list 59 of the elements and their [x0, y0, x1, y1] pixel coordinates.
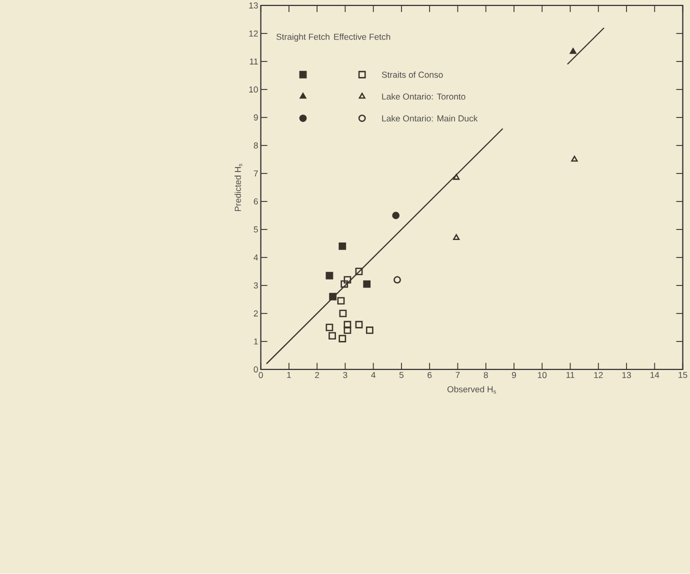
y-tick-label: 6	[254, 198, 258, 205]
point	[363, 280, 371, 288]
point	[337, 297, 345, 305]
y-tick-label: 5	[254, 226, 258, 233]
point	[392, 212, 400, 220]
point	[366, 326, 374, 334]
legend-label: Lake Ontario: Main Duck	[382, 115, 478, 122]
x-tick-label: 1	[287, 372, 291, 378]
x-tick-label: 13	[622, 372, 631, 378]
x-tick-label: 11	[566, 372, 574, 378]
point	[355, 321, 363, 328]
x-tick-label: 6	[428, 372, 432, 378]
point	[328, 332, 336, 340]
x-tick-label: 4	[371, 372, 376, 378]
x-tick-label: 8	[484, 372, 488, 378]
point	[339, 310, 347, 318]
x-tick-label: 3	[343, 372, 348, 378]
annotation: Straight Fetch	[276, 34, 330, 42]
point	[329, 293, 337, 300]
legend-label: Lake Ontario: Toronto	[382, 93, 466, 100]
point	[344, 276, 352, 284]
x-tick-label: 10	[538, 372, 547, 378]
y-tick-label: 8	[254, 142, 258, 149]
y-tick-label: 10	[249, 86, 258, 93]
y-tick-label: 12	[249, 30, 258, 37]
x-axis-title: Observed H$_{s}$	[447, 386, 496, 394]
x-tick-label: 9	[512, 372, 516, 378]
legend-label: Straits of Conso	[382, 72, 443, 78]
y-tick-label: 3	[254, 282, 258, 289]
x-tick-label: 5	[399, 372, 404, 378]
x-tick-label: 14	[650, 372, 660, 378]
point	[326, 324, 334, 332]
point	[326, 272, 334, 280]
x-tick-label: 0	[258, 372, 263, 378]
x-tick-label: 12	[594, 372, 603, 378]
point	[355, 268, 363, 276]
point	[344, 326, 352, 334]
point	[340, 280, 348, 288]
point	[571, 156, 578, 162]
y-axis-title: Predicted H$_{s}$	[234, 164, 242, 212]
y-tick-label: 1	[254, 338, 258, 344]
point	[453, 174, 460, 180]
x-tick-label: 15	[678, 372, 688, 378]
point	[344, 321, 352, 328]
y-tick-label: 4	[254, 254, 258, 261]
point	[338, 335, 346, 342]
point	[453, 234, 460, 240]
annotation: Effective Fetch	[334, 34, 390, 40]
point	[394, 276, 401, 284]
point	[570, 48, 576, 54]
y-tick-label: 11	[250, 58, 258, 65]
x-tick-label: 7	[456, 372, 460, 378]
point	[338, 242, 346, 250]
y-tick-label: 7	[254, 170, 258, 177]
y-tick-label: 2	[254, 310, 258, 317]
y-tick-label: 13	[249, 2, 258, 9]
x-tick-label: 2	[315, 372, 320, 378]
y-tick-label: 9	[254, 114, 258, 121]
y-tick-label: 0	[254, 366, 258, 373]
